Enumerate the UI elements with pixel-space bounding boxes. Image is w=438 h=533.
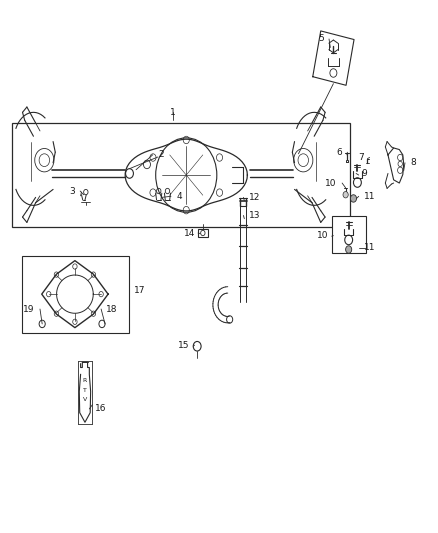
Text: 2: 2 [158,150,163,159]
Text: 1: 1 [170,108,176,117]
Text: 7: 7 [359,153,364,162]
Circle shape [350,195,357,202]
Text: 11: 11 [364,192,375,201]
Text: 10: 10 [317,231,328,240]
Text: 16: 16 [95,405,106,414]
Text: 14: 14 [184,229,195,238]
Bar [198,229,208,237]
Circle shape [343,191,348,198]
Text: 17: 17 [134,286,145,295]
Circle shape [346,246,352,253]
Text: 6: 6 [336,148,342,157]
Text: 3: 3 [69,187,75,196]
Bar [12,123,350,227]
Text: 4: 4 [176,192,182,201]
Text: R: R [83,378,87,383]
Text: 11: 11 [364,244,375,253]
Bar [332,216,366,253]
Text: 15: 15 [178,341,189,350]
Text: 10: 10 [325,179,337,188]
Text: 9: 9 [361,169,367,178]
Text: 19: 19 [23,304,35,313]
Text: 13: 13 [249,211,260,220]
Text: 18: 18 [106,304,118,313]
Text: T: T [83,388,87,393]
Text: 8: 8 [410,158,416,167]
Text: 5: 5 [318,35,324,44]
Text: 12: 12 [249,193,260,202]
Bar [21,256,129,333]
Text: V: V [83,397,87,402]
